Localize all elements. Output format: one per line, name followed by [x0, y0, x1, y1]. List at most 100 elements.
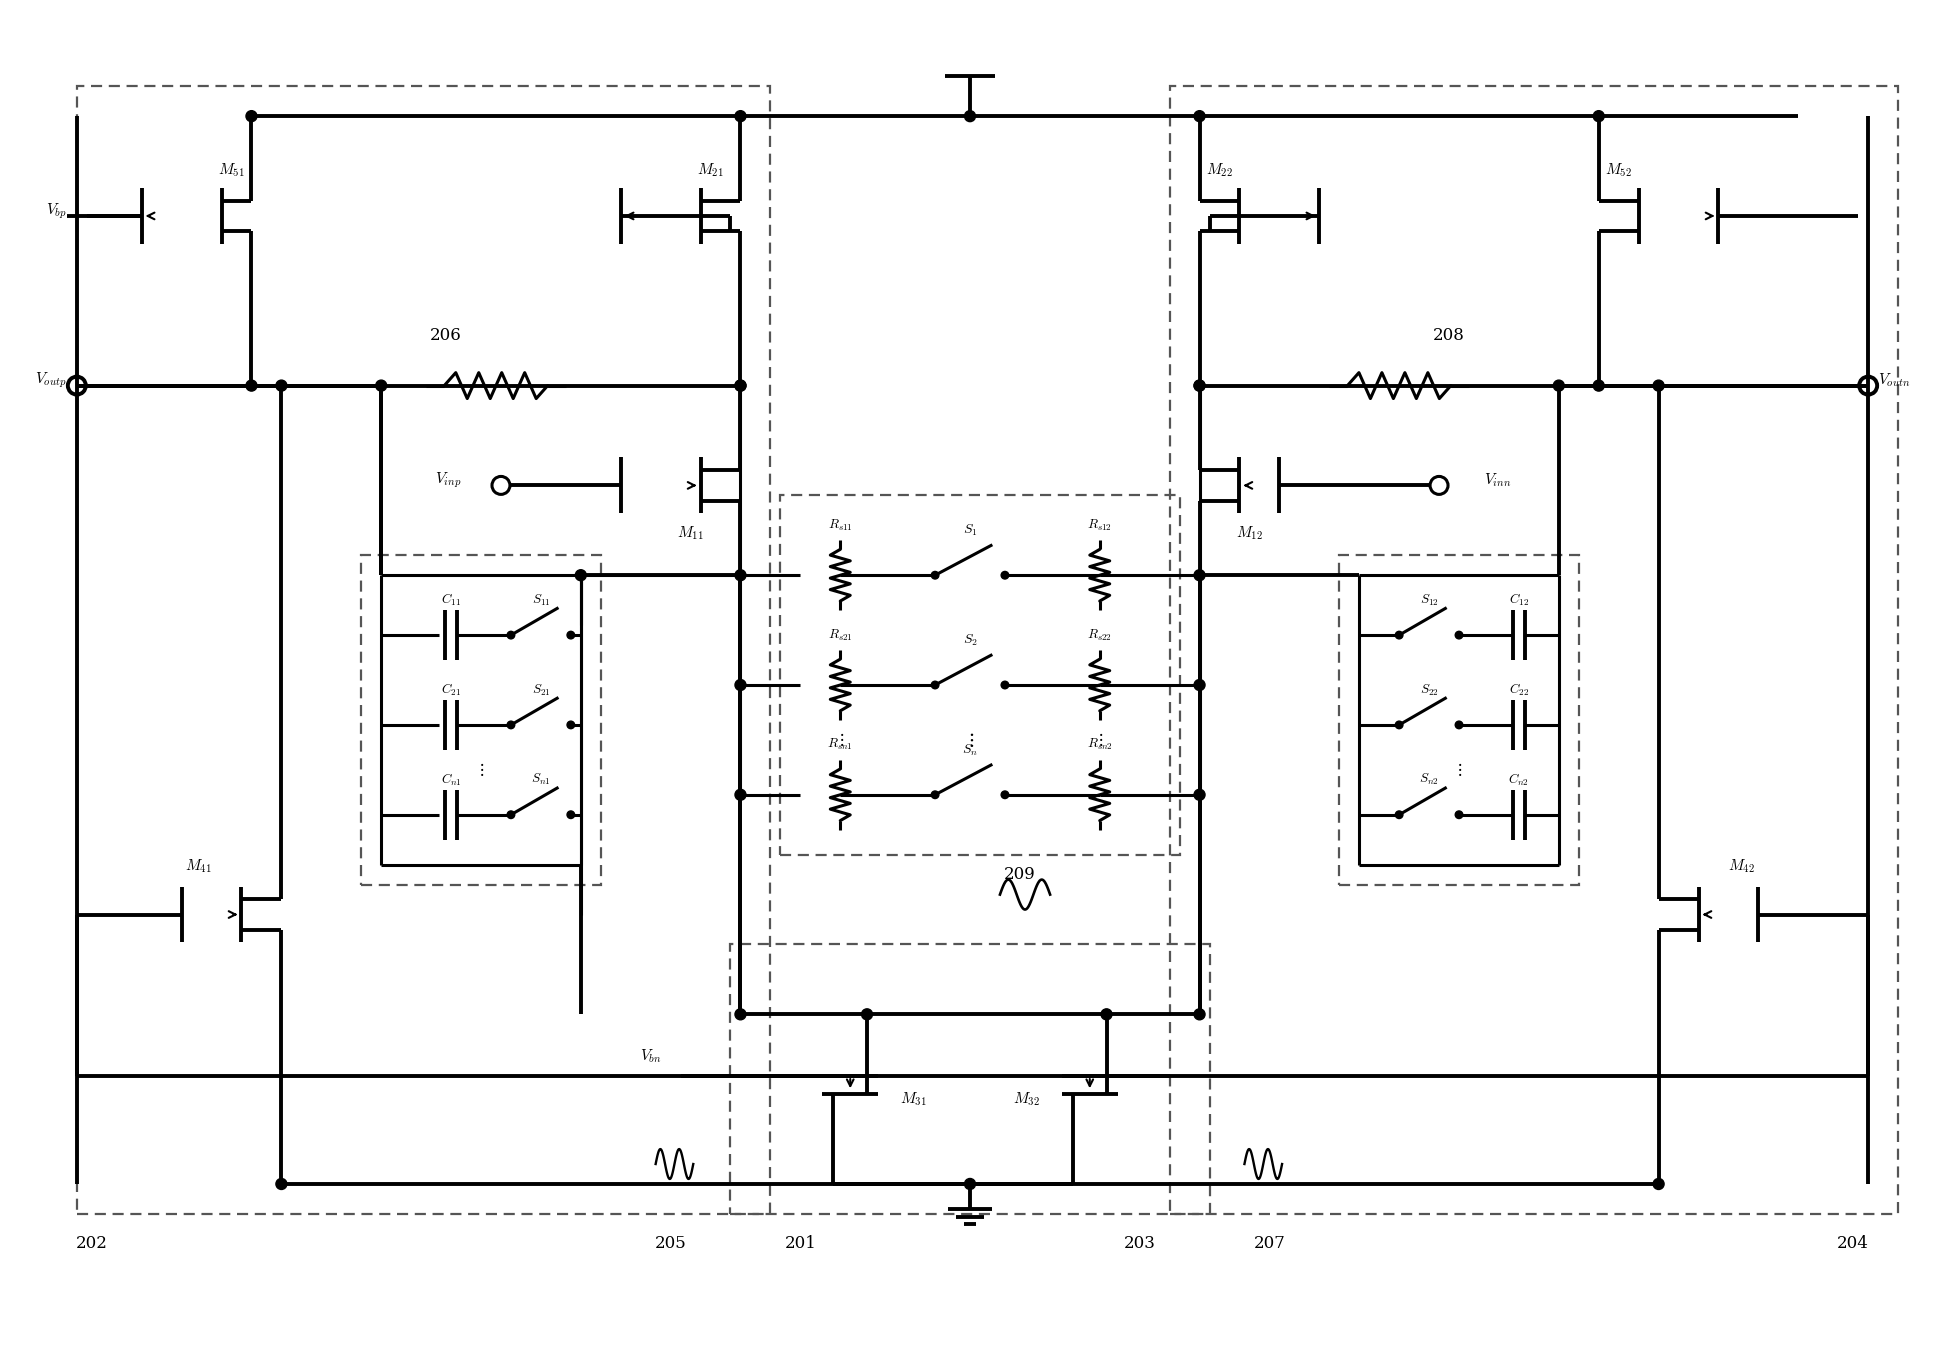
- Text: 205: 205: [655, 1235, 686, 1252]
- Text: $S_2$: $S_2$: [962, 632, 978, 648]
- Text: $C_{12}$: $C_{12}$: [1510, 592, 1529, 609]
- Text: 204: 204: [1837, 1235, 1870, 1252]
- Text: $\vdots$: $\vdots$: [1097, 732, 1103, 748]
- Circle shape: [1455, 631, 1463, 639]
- Circle shape: [1395, 631, 1403, 639]
- Text: $M_{22}$: $M_{22}$: [1206, 161, 1233, 179]
- Circle shape: [734, 680, 746, 691]
- Text: $M_{21}$: $M_{21}$: [697, 161, 725, 179]
- Circle shape: [567, 721, 575, 729]
- Circle shape: [1194, 789, 1206, 800]
- Text: $\vdots$: $\vdots$: [966, 730, 974, 749]
- Text: $V_{inn}$: $V_{inn}$: [1484, 472, 1512, 489]
- Bar: [360, 556, 600, 885]
- Circle shape: [506, 631, 514, 639]
- Text: $S_{21}$: $S_{21}$: [532, 682, 549, 698]
- Text: 209: 209: [1003, 867, 1036, 883]
- Circle shape: [1194, 111, 1206, 121]
- Text: $M_{42}$: $M_{42}$: [1728, 857, 1755, 875]
- Text: $C_{n2}$: $C_{n2}$: [1508, 771, 1529, 788]
- Text: $S_1$: $S_1$: [962, 523, 978, 538]
- Text: $V_{outn}$: $V_{outn}$: [1878, 371, 1911, 389]
- Text: 207: 207: [1253, 1235, 1286, 1252]
- Circle shape: [734, 111, 746, 121]
- Circle shape: [376, 379, 388, 392]
- Circle shape: [575, 569, 586, 580]
- Circle shape: [1654, 379, 1664, 392]
- Circle shape: [1455, 811, 1463, 819]
- Circle shape: [506, 811, 514, 819]
- Text: $S_{n2}$: $S_{n2}$: [1420, 773, 1440, 788]
- Circle shape: [1001, 572, 1009, 579]
- Circle shape: [1395, 721, 1403, 729]
- Circle shape: [964, 111, 976, 121]
- Circle shape: [1455, 721, 1463, 729]
- Bar: [76, 86, 769, 1213]
- Text: $V_{bp}$: $V_{bp}$: [47, 201, 66, 221]
- Circle shape: [931, 572, 939, 579]
- Circle shape: [1001, 790, 1009, 799]
- Text: $M_{12}$: $M_{12}$: [1235, 524, 1262, 542]
- Text: $\vdots$: $\vdots$: [477, 762, 485, 778]
- Circle shape: [1194, 569, 1206, 580]
- Text: $\vdots$: $\vdots$: [1455, 762, 1463, 778]
- Circle shape: [734, 1009, 746, 1020]
- Circle shape: [567, 811, 575, 819]
- Bar: [730, 945, 1210, 1213]
- Circle shape: [734, 379, 746, 392]
- Text: $S_n$: $S_n$: [962, 743, 978, 758]
- Text: 206: 206: [431, 328, 462, 344]
- Circle shape: [931, 790, 939, 799]
- Text: $M_{32}$: $M_{32}$: [1013, 1091, 1040, 1108]
- Text: $C_{11}$: $C_{11}$: [440, 592, 462, 609]
- Text: $R_{s21}$: $R_{s21}$: [828, 628, 853, 643]
- Circle shape: [1593, 111, 1605, 121]
- Circle shape: [1593, 379, 1605, 392]
- Text: 208: 208: [1434, 328, 1465, 344]
- Text: $S_{11}$: $S_{11}$: [532, 592, 549, 607]
- Text: $M_{31}$: $M_{31}$: [900, 1091, 927, 1108]
- Text: $S_{n1}$: $S_{n1}$: [532, 773, 551, 788]
- Text: $M_{41}$: $M_{41}$: [185, 857, 212, 875]
- Text: 201: 201: [785, 1235, 816, 1252]
- Circle shape: [734, 789, 746, 800]
- Circle shape: [1101, 1009, 1112, 1020]
- Circle shape: [964, 1178, 976, 1189]
- Bar: [1169, 86, 1897, 1213]
- Text: $R_{s22}$: $R_{s22}$: [1087, 628, 1112, 643]
- Circle shape: [1194, 1009, 1206, 1020]
- Text: 202: 202: [76, 1235, 107, 1252]
- Text: $R_{sn1}$: $R_{sn1}$: [828, 737, 853, 752]
- Text: $C_{n1}$: $C_{n1}$: [440, 771, 462, 788]
- Circle shape: [245, 111, 257, 121]
- Circle shape: [1553, 379, 1564, 392]
- Circle shape: [1395, 811, 1403, 819]
- Text: $M_{11}$: $M_{11}$: [678, 524, 703, 542]
- Text: $R_{s11}$: $R_{s11}$: [828, 517, 853, 532]
- Circle shape: [1654, 1178, 1664, 1189]
- Text: $C_{21}$: $C_{21}$: [440, 682, 462, 698]
- Circle shape: [931, 681, 939, 689]
- Circle shape: [734, 379, 746, 392]
- Bar: [781, 495, 1180, 854]
- Text: 203: 203: [1124, 1235, 1155, 1252]
- Text: $R_{sn2}$: $R_{sn2}$: [1087, 737, 1112, 752]
- Text: $R_{s12}$: $R_{s12}$: [1087, 517, 1112, 532]
- Text: $V_{outp}$: $V_{outp}$: [35, 371, 66, 390]
- Bar: [1340, 556, 1578, 885]
- Circle shape: [734, 569, 746, 580]
- Circle shape: [1194, 680, 1206, 691]
- Circle shape: [506, 721, 514, 729]
- Circle shape: [1001, 681, 1009, 689]
- Text: $S_{22}$: $S_{22}$: [1420, 682, 1438, 698]
- Text: $V_{bn}$: $V_{bn}$: [639, 1047, 662, 1065]
- Circle shape: [277, 1178, 286, 1189]
- Text: $S_{12}$: $S_{12}$: [1420, 592, 1438, 607]
- Text: $V_{inp}$: $V_{inp}$: [434, 471, 462, 490]
- Circle shape: [567, 631, 575, 639]
- Text: $C_{22}$: $C_{22}$: [1510, 682, 1529, 698]
- Text: $\vdots$: $\vdots$: [836, 732, 843, 748]
- Circle shape: [277, 379, 286, 392]
- Text: $M_{52}$: $M_{52}$: [1605, 161, 1632, 179]
- Circle shape: [245, 379, 257, 392]
